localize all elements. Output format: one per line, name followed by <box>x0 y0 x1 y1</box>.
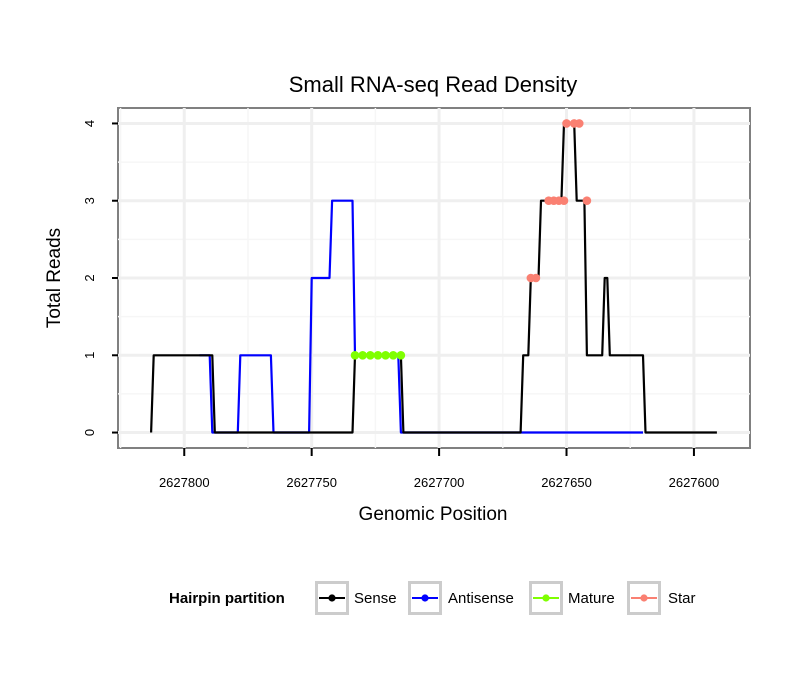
legend-key-dot <box>640 594 648 602</box>
x-axis-title: Genomic Position <box>359 504 508 525</box>
legend-item-mature: Mature <box>529 581 615 615</box>
x-axis: 2627800 2627750 2627700 2627650 2627600 <box>159 448 719 490</box>
y-tick-label: 4 <box>82 120 97 127</box>
legend-item-star: Star <box>627 581 696 615</box>
legend: Hairpin partition Sense Antisense Mature St… <box>169 581 696 615</box>
data-point-star <box>531 273 541 283</box>
data-point-star <box>562 119 571 128</box>
y-tick-label: 3 <box>82 197 97 204</box>
legend-label: Star <box>668 590 696 607</box>
series-line-sense <box>150 122 717 434</box>
data-point-mature <box>381 350 390 360</box>
legend-item-antisense: Antisense <box>408 581 514 615</box>
data-point-star <box>582 196 592 206</box>
data-point-mature <box>388 350 398 360</box>
x-tick-label: 2627700 <box>414 475 465 490</box>
y-axis: 0 1 2 3 4 <box>82 120 118 436</box>
data-point-star <box>559 196 569 206</box>
x-tick-label: 2627600 <box>669 475 720 490</box>
y-tick-label: 2 <box>82 274 97 281</box>
y-tick-label: 0 <box>82 429 97 436</box>
data-point-mature <box>396 350 406 360</box>
legend-key-dot <box>421 594 429 602</box>
legend-title: Hairpin partition <box>169 590 285 607</box>
data-point-mature <box>350 350 360 360</box>
legend-key-dot <box>328 594 336 602</box>
legend-item-sense: Sense <box>315 581 397 615</box>
data-point-mature <box>358 350 367 360</box>
data-point-mature <box>373 350 383 360</box>
data-point-star <box>574 119 584 128</box>
legend-label: Antisense <box>448 590 514 607</box>
x-tick-label: 2627650 <box>541 475 592 490</box>
legend-label: Mature <box>568 590 615 607</box>
data-series <box>150 119 717 434</box>
legend-key-dot <box>542 594 550 602</box>
x-tick-label: 2627750 <box>286 475 337 490</box>
data-point-mature <box>365 350 375 360</box>
x-tick-label: 2627800 <box>159 475 210 490</box>
y-tick-label: 1 <box>82 352 97 359</box>
legend-label: Sense <box>354 590 397 607</box>
chart-title: Small RNA-seq Read Density <box>289 72 578 97</box>
y-axis-title: Total Reads <box>44 228 65 328</box>
